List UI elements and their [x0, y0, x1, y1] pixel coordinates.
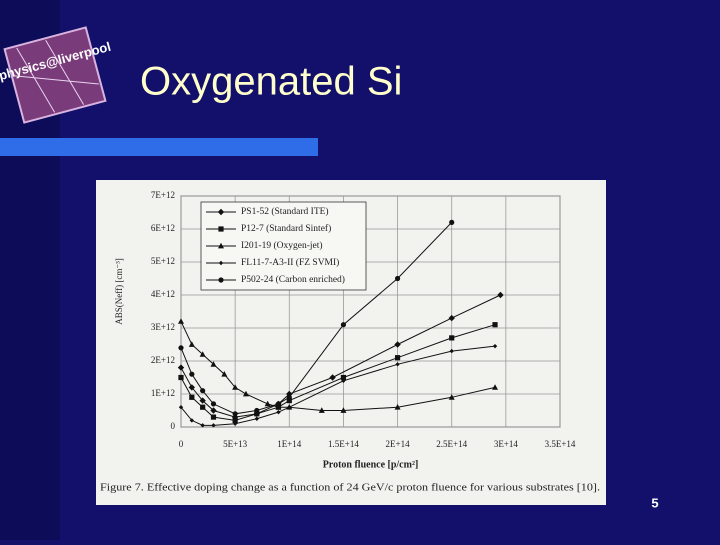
marker [218, 277, 224, 283]
marker [394, 341, 401, 348]
series-line [180, 345, 496, 426]
marker [340, 322, 347, 328]
marker [341, 378, 346, 383]
marker [448, 314, 455, 322]
legend-label: I201-19 (Oxygen-jet) [241, 240, 323, 251]
marker [199, 397, 206, 404]
y-tick-label: 5E+12 [151, 256, 175, 266]
x-tick-label: 3E+14 [494, 439, 519, 449]
marker [276, 409, 281, 415]
legend-label: FL11-7-A3-II (FZ SVMI) [241, 257, 339, 268]
x-tick-label: 1E+14 [277, 439, 302, 449]
y-axis-label: ABS(Neff) [cm⁻³] [114, 258, 124, 325]
marker [177, 364, 185, 371]
x-tick-label: 0 [179, 439, 184, 449]
marker [492, 384, 499, 390]
page-number: 5 [651, 495, 658, 510]
marker [210, 401, 217, 407]
slide-title: Oxygenated Si [140, 60, 402, 104]
marker [286, 398, 292, 404]
marker [217, 208, 225, 216]
y-tick-label: 4E+12 [151, 289, 175, 299]
marker [329, 374, 336, 381]
x-tick-label: 3.5E+14 [545, 439, 576, 449]
marker [178, 405, 184, 410]
marker [218, 260, 224, 266]
marker [189, 371, 195, 377]
marker [449, 348, 454, 354]
marker [254, 411, 260, 417]
marker [448, 394, 455, 400]
legend-label: PS1-52 (Standard ITE) [241, 206, 329, 217]
caption: Figure 7. Effective doping change as a f… [100, 482, 600, 493]
marker [449, 335, 455, 341]
marker [340, 407, 347, 413]
marker [211, 423, 216, 428]
marker [189, 394, 195, 400]
marker [232, 421, 238, 426]
marker [232, 411, 238, 417]
marker [275, 401, 282, 407]
marker [497, 291, 504, 299]
y-tick-label: 2E+12 [151, 355, 175, 365]
marker [188, 341, 195, 347]
marker [178, 345, 184, 351]
marker [394, 275, 401, 282]
y-tick-label: 7E+12 [151, 190, 175, 200]
x-tick-label: 2E+14 [386, 439, 411, 449]
marker [394, 355, 401, 361]
marker [287, 405, 292, 410]
y-tick-label: 0 [171, 421, 176, 431]
marker [340, 374, 347, 381]
marker [286, 394, 292, 400]
marker [210, 407, 217, 414]
marker [492, 322, 498, 328]
marker [178, 318, 184, 324]
x-axis-label: Proton fluence [p/cm²] [323, 459, 419, 470]
marker [218, 226, 224, 232]
marker [318, 407, 325, 413]
marker [395, 362, 400, 367]
marker [449, 219, 455, 225]
marker [275, 404, 282, 410]
x-tick-label: 1.5E+14 [328, 439, 359, 449]
title-bar [0, 138, 318, 156]
marker [188, 384, 196, 391]
marker [492, 343, 498, 349]
marker [210, 361, 217, 367]
marker [221, 371, 228, 377]
marker [200, 423, 205, 428]
x-tick-label: 2.5E+14 [436, 439, 467, 449]
marker [232, 384, 239, 390]
series-line [180, 294, 501, 418]
marker [254, 407, 260, 414]
marker [189, 418, 195, 423]
marker [264, 400, 271, 407]
logo [3, 26, 107, 124]
marker [218, 242, 224, 249]
marker [254, 416, 259, 421]
marker [232, 417, 238, 423]
marker [394, 404, 401, 410]
marker [242, 390, 249, 397]
y-tick-label: 1E+12 [151, 388, 175, 398]
y-tick-label: 3E+12 [151, 322, 175, 332]
marker [199, 351, 206, 357]
y-tick-label: 6E+12 [151, 223, 175, 233]
legend-label: P12-7 (Standard Sintef) [241, 223, 331, 234]
marker [210, 414, 217, 420]
chart: 0 1E+12 2E+12 3E+12 4E+12 5E+12 6E+12 7E+12 0 5E+… [100, 190, 600, 493]
marker [178, 374, 184, 381]
x-tick-label: 5E+13 [223, 439, 248, 449]
marker [200, 404, 206, 410]
legend-label: P502-24 (Carbon enriched) [241, 274, 345, 285]
marker [200, 388, 206, 394]
